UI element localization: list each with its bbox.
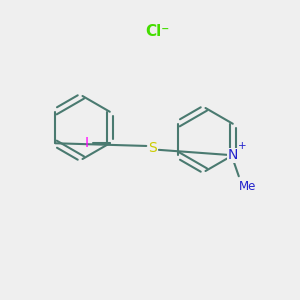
Text: Me: Me <box>239 180 256 193</box>
Text: I: I <box>84 136 88 150</box>
Text: N: N <box>228 148 238 162</box>
Text: S: S <box>148 141 157 155</box>
Text: Cl⁻: Cl⁻ <box>146 24 170 39</box>
Text: +: + <box>238 141 247 151</box>
